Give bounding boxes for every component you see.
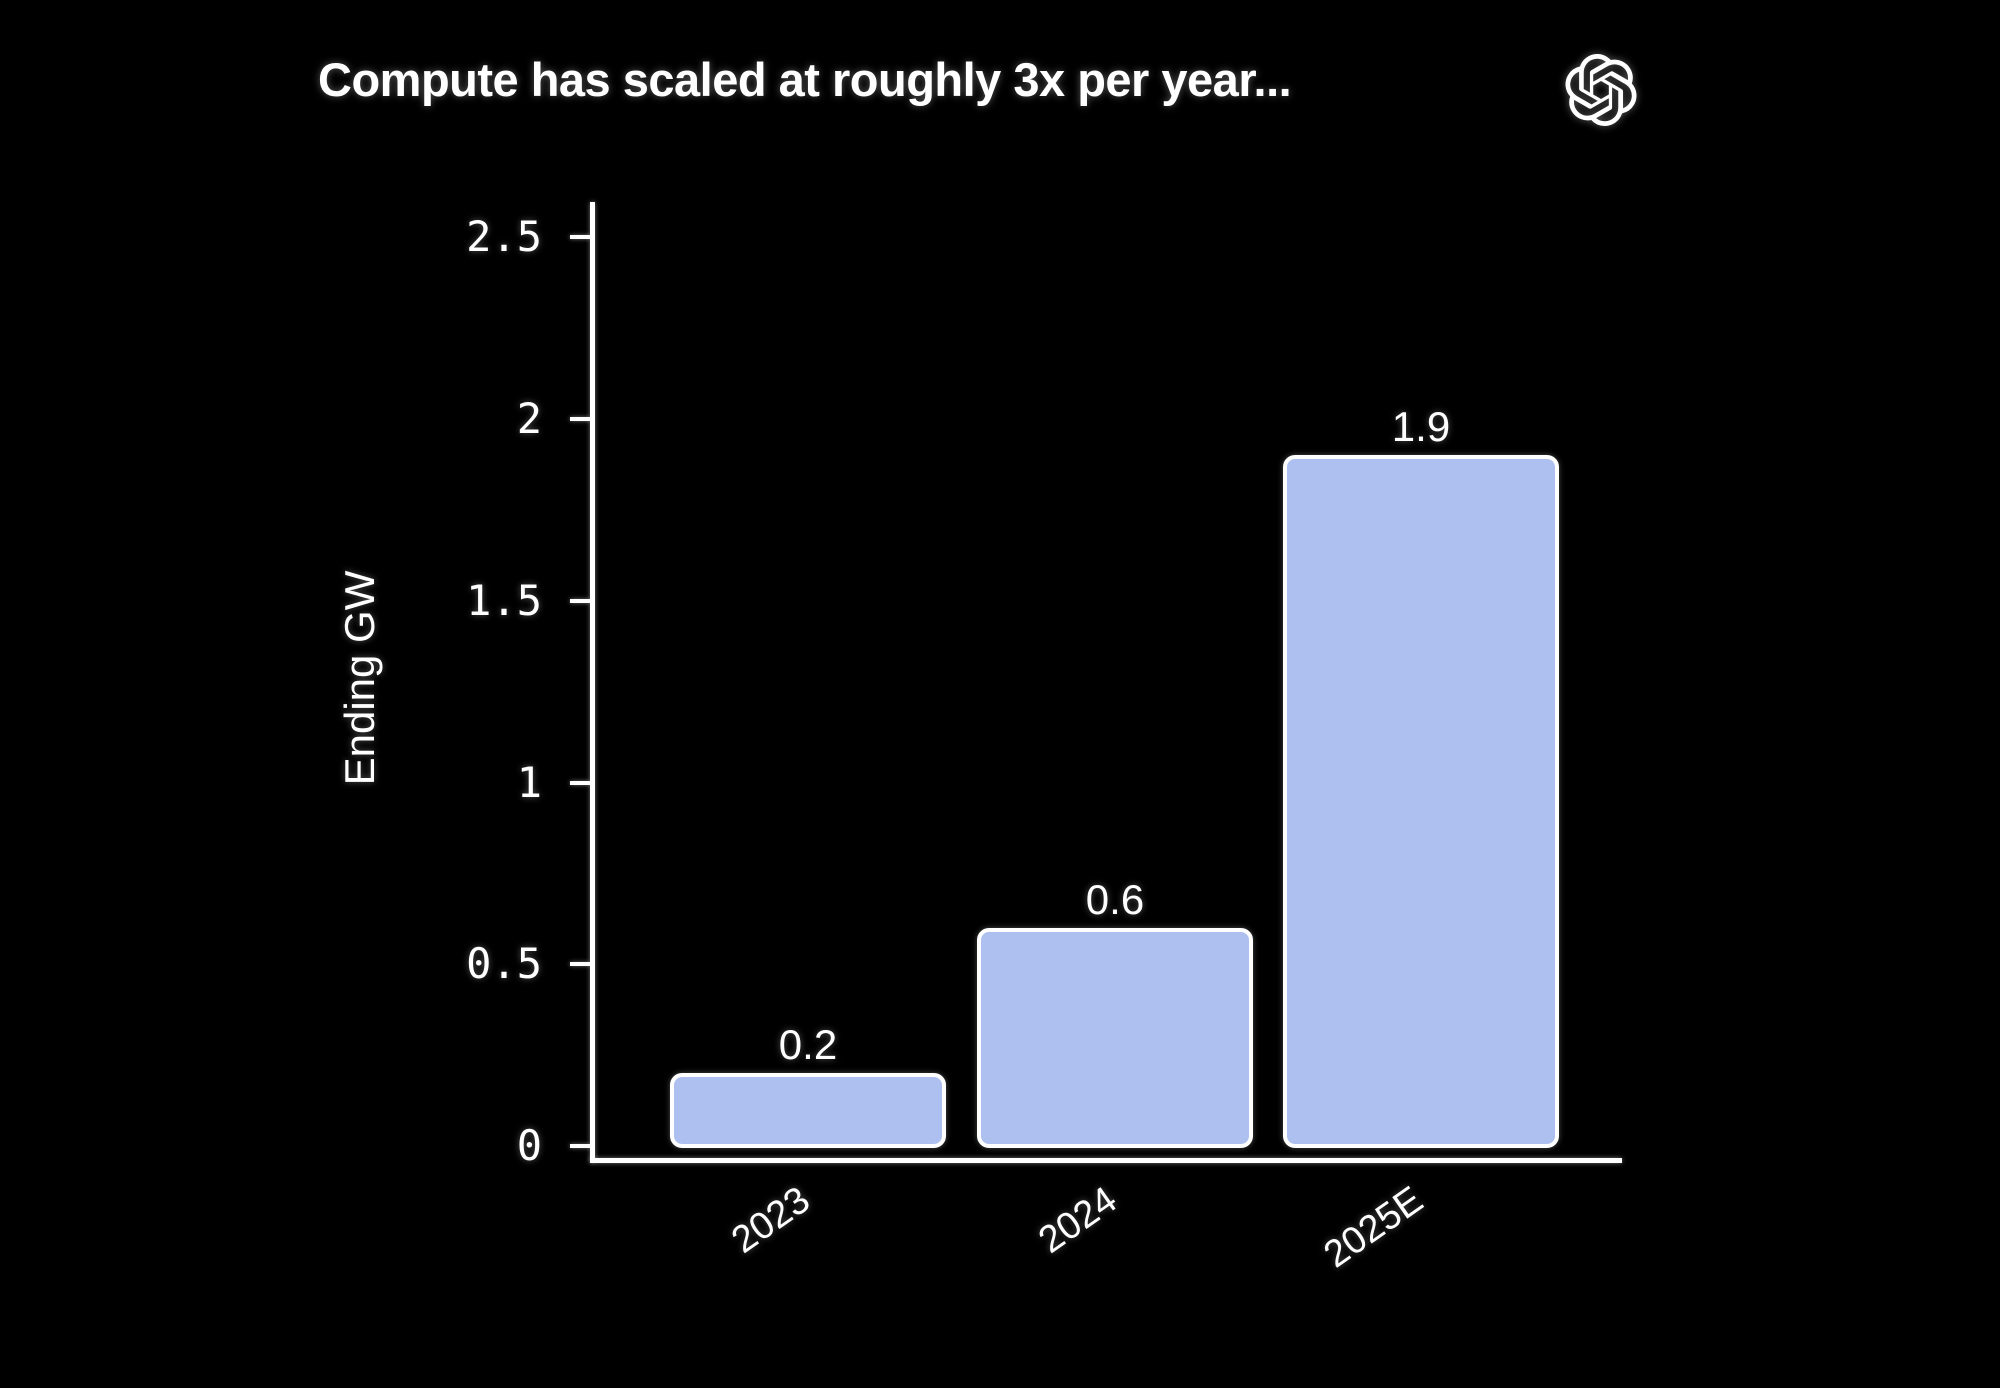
y-tick-mark — [570, 235, 591, 240]
bar-2023 — [670, 1073, 946, 1148]
y-tick-label: 1.5 — [466, 575, 542, 625]
x-tick-label-2025E: 2025E — [1316, 1178, 1431, 1277]
y-tick-mark — [570, 962, 591, 967]
bar-value-label: 0.2 — [778, 1021, 838, 1069]
y-axis-spine — [590, 202, 595, 1162]
openai-logo-icon — [1565, 54, 1637, 127]
y-tick-label: 0.5 — [466, 939, 542, 989]
y-tick-mark — [570, 780, 591, 785]
bar-2024 — [977, 927, 1253, 1148]
chart-title: Compute has scaled at roughly 3x per yea… — [318, 53, 1292, 106]
y-tick-label: 0 — [516, 1121, 542, 1170]
y-tick-label: 1 — [516, 757, 542, 807]
x-axis-spine — [590, 1158, 1622, 1163]
bar-2025E — [1283, 455, 1559, 1148]
y-tick-mark — [570, 1144, 591, 1148]
x-tick-label-2024: 2024 — [1031, 1178, 1125, 1262]
y-tick-label: 2 — [516, 394, 542, 443]
y-tick-label: 2.5 — [466, 212, 542, 262]
x-tick-label-2023: 2023 — [724, 1178, 818, 1262]
bar-value-label: 0.6 — [1085, 875, 1145, 923]
y-tick-mark — [570, 417, 591, 421]
y-axis-label: Ending GW — [336, 570, 383, 786]
y-tick-mark — [570, 598, 591, 603]
bar-value-label: 1.9 — [1391, 403, 1451, 451]
